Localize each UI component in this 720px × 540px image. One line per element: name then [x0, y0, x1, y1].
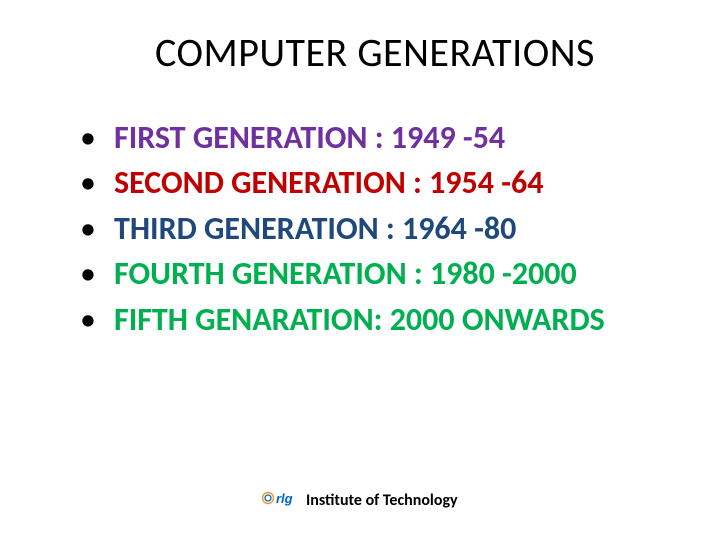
bullet-item: SECOND GENERATION : 1954 -64 [80, 160, 680, 205]
bullet-list: FIRST GENERATION : 1949 -54 SECOND GENER… [40, 115, 680, 342]
svg-text:rlg: rlg [276, 491, 293, 506]
footer-text: Institute of Technology [306, 491, 458, 510]
bullet-item: THIRD GENERATION : 1964 -80 [80, 206, 680, 251]
bullet-item: FOURTH GENERATION : 1980 -2000 [80, 251, 680, 296]
rlg-logo-icon: rlg [262, 489, 300, 512]
bullet-item: FIFTH GENARATION: 2000 ONWARDS [80, 297, 680, 342]
bullet-item: FIRST GENERATION : 1949 -54 [80, 115, 680, 160]
slide-footer: rlg Institute of Technology [0, 489, 720, 512]
slide-container: COMPUTER GENERATIONS FIRST GENERATION : … [0, 0, 720, 540]
slide-title: COMPUTER GENERATIONS [70, 28, 680, 77]
